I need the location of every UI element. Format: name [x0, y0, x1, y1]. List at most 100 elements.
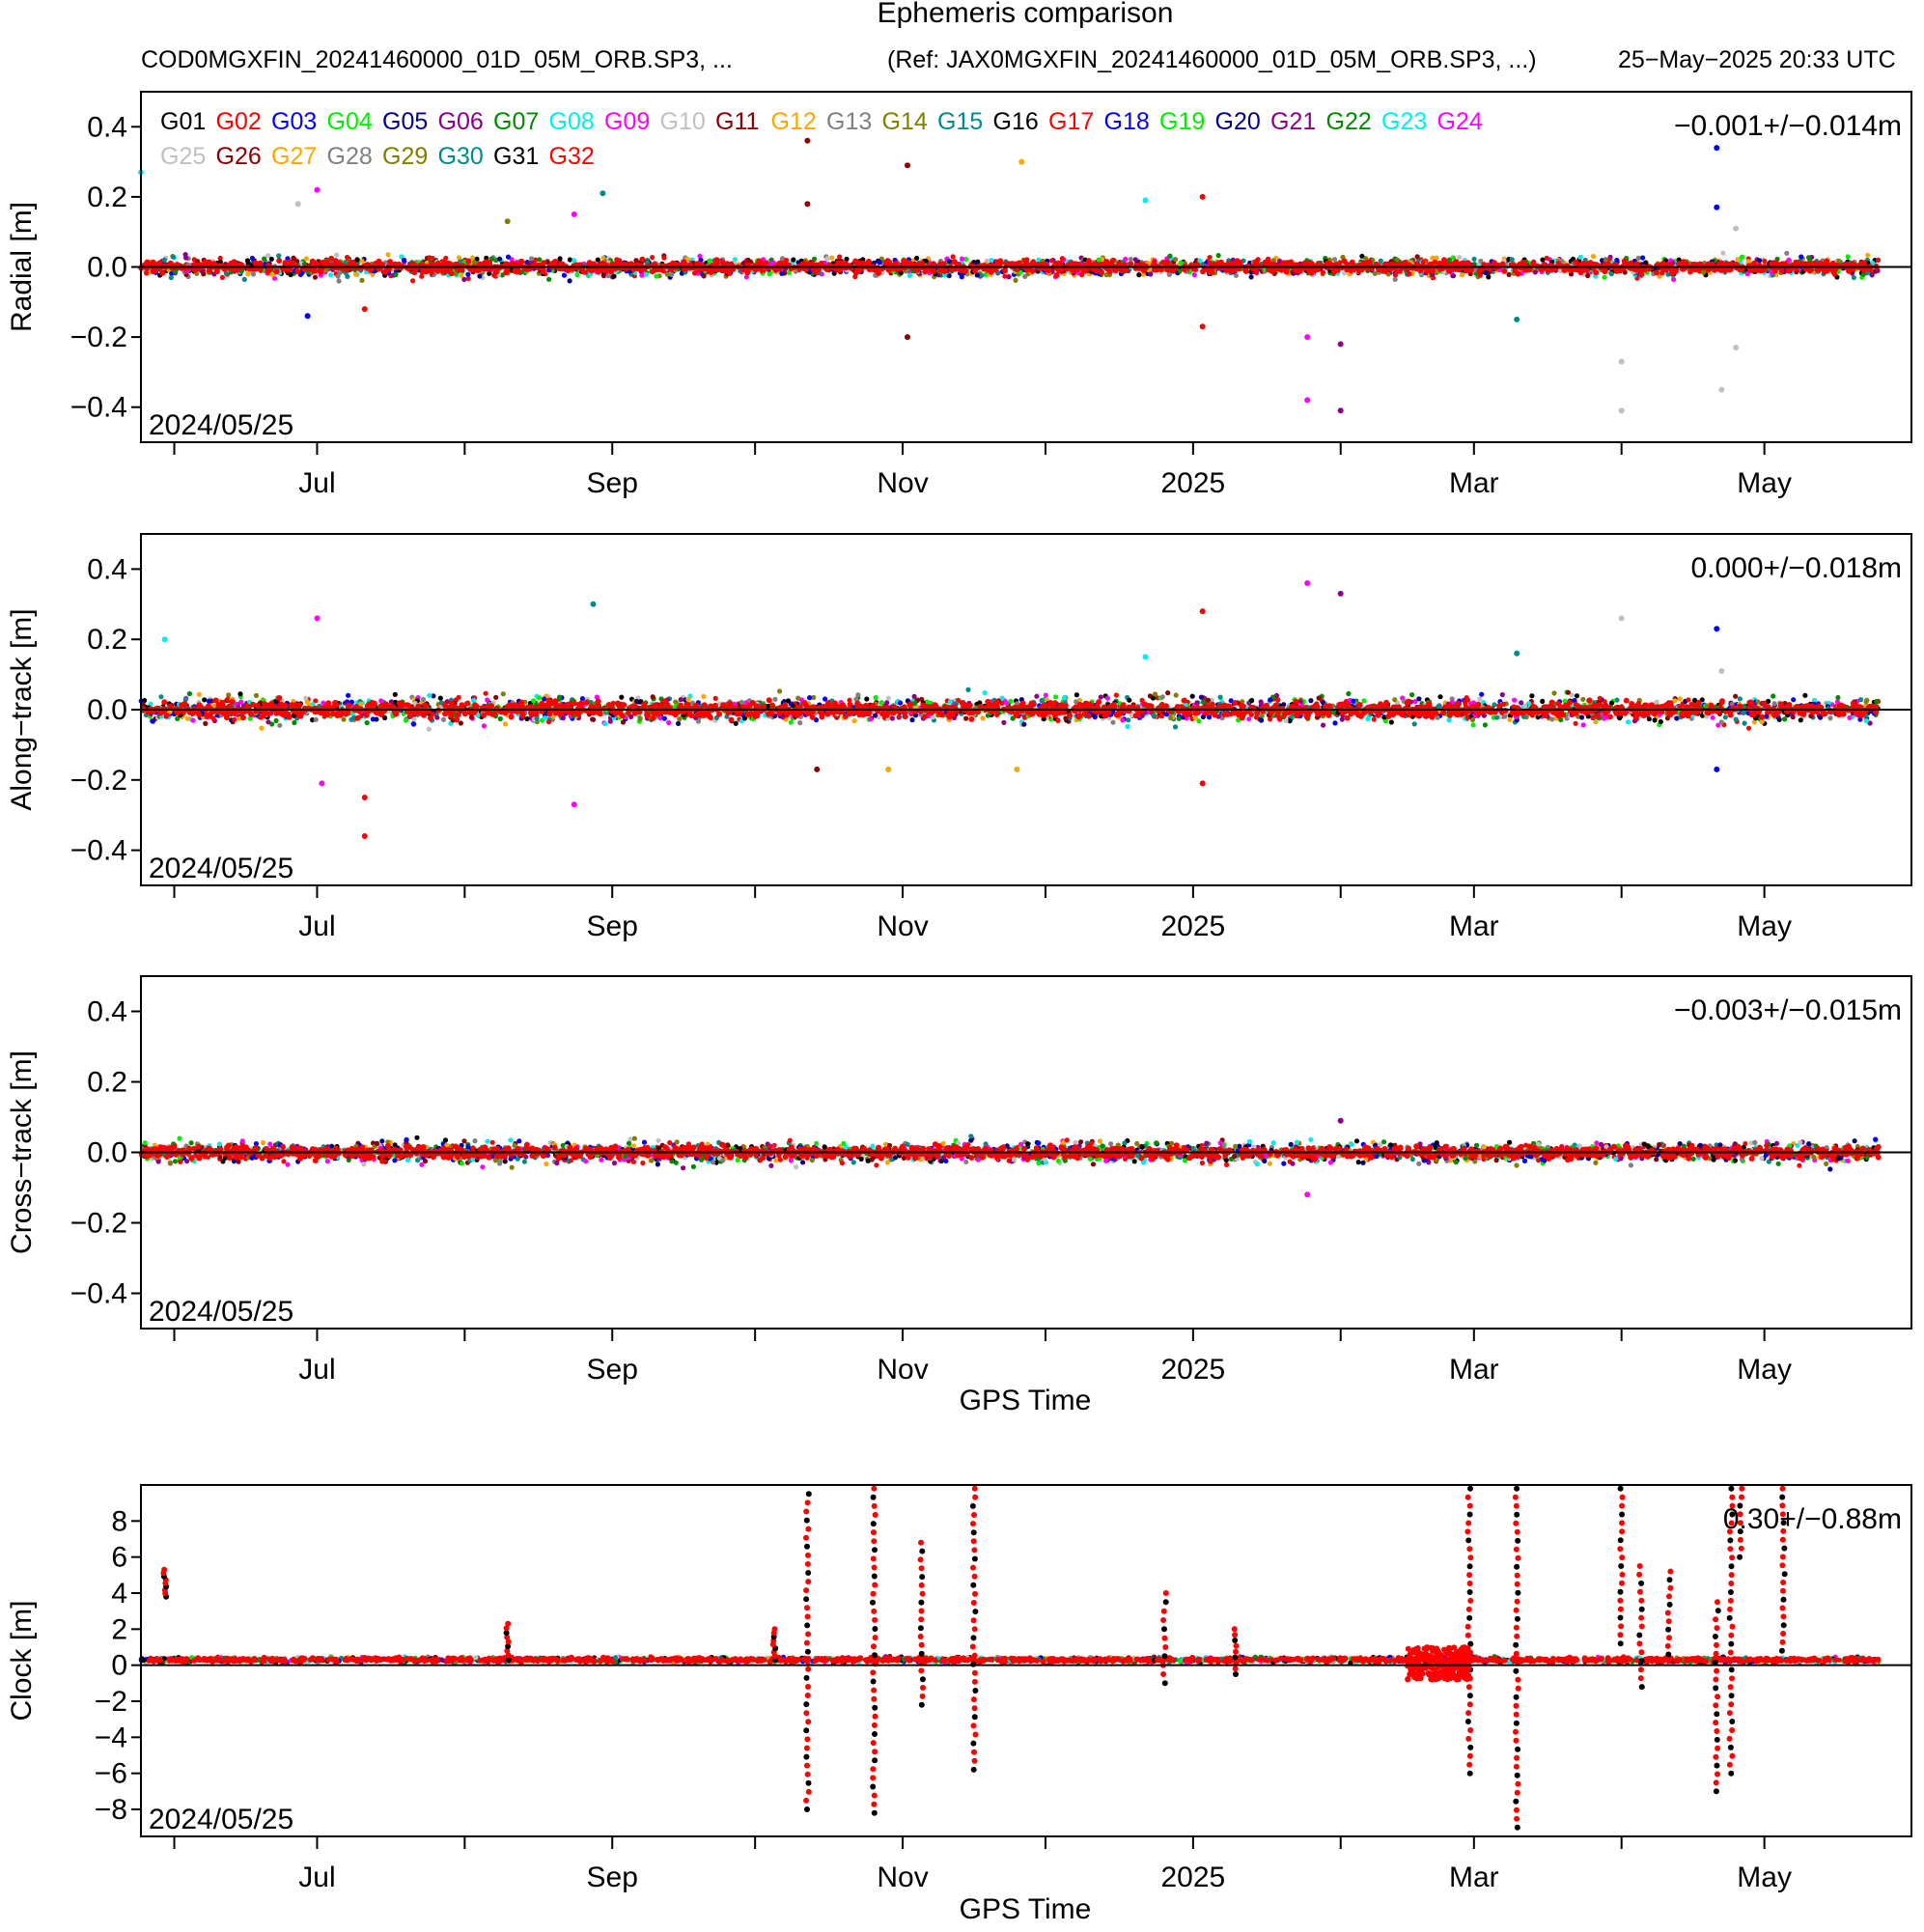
- data-point: [1093, 267, 1100, 274]
- data-point: [813, 269, 820, 276]
- data-point: [865, 258, 872, 265]
- legend-entry: G01: [160, 108, 206, 135]
- data-point: [1275, 697, 1281, 703]
- data-point: [1416, 696, 1422, 702]
- data-point: [159, 269, 166, 276]
- data-point: [1740, 254, 1745, 260]
- data-point: [661, 255, 667, 261]
- outlier-point: [361, 306, 368, 313]
- data-point: [334, 252, 340, 258]
- data-point: [980, 715, 986, 721]
- figure-title: Ephemeris comparison: [878, 0, 1174, 29]
- data-point: [1218, 259, 1224, 266]
- data-point: [1851, 274, 1856, 281]
- data-point: [1784, 250, 1790, 256]
- data-point: [336, 278, 342, 284]
- data-point: [505, 254, 512, 260]
- data-point: [1835, 694, 1841, 701]
- data-point: [1551, 690, 1557, 696]
- data-point: [1869, 272, 1875, 278]
- data-point: [1700, 269, 1706, 275]
- outlier-point: [905, 162, 910, 169]
- data-point: [930, 268, 936, 274]
- generated-timestamp: 25−May−2025 20:33 UTC: [1618, 46, 1896, 73]
- data-point: [1414, 254, 1420, 260]
- file-label: COD0MGXFIN_20241460000_01D_05M_ORB.SP3, …: [141, 46, 733, 73]
- outlier-point: [1304, 334, 1311, 341]
- data-point: [1577, 254, 1583, 260]
- data-point: [1110, 719, 1116, 725]
- data-point: [673, 699, 679, 705]
- data-point: [1745, 259, 1751, 265]
- data-point: [1681, 259, 1687, 266]
- data-point: [182, 252, 188, 258]
- data-point: [303, 256, 309, 262]
- data-point: [666, 719, 672, 726]
- data-point: [345, 273, 350, 279]
- data-point: [574, 271, 580, 278]
- data-point: [1392, 697, 1398, 703]
- data-point: [1432, 259, 1438, 266]
- data-point: [1215, 253, 1221, 259]
- data-point: [456, 255, 462, 261]
- legend-entry: G24: [1437, 108, 1483, 135]
- legend: G01 G02 G03 G04 G05 G06 G07 G08 G09 G10 G11 G12 G13 G…: [160, 108, 1483, 170]
- data-point: [770, 260, 776, 266]
- data-point: [707, 258, 712, 264]
- x-tick-label: Mar: [1449, 467, 1499, 499]
- legend-entry: G09: [604, 108, 650, 135]
- data-point: [483, 690, 488, 696]
- data-point: [1540, 698, 1546, 705]
- data-point: [291, 255, 296, 261]
- data-point: [1406, 270, 1412, 277]
- data-point: [724, 267, 731, 274]
- data-point: [876, 269, 882, 276]
- legend-entry: G32: [549, 143, 595, 170]
- outlier-point: [1337, 407, 1344, 414]
- data-point: [1320, 269, 1326, 275]
- data-point: [226, 692, 232, 698]
- data-point: [1733, 693, 1739, 699]
- data-point: [669, 271, 675, 277]
- data-point: [477, 273, 483, 279]
- data-point: [1710, 714, 1715, 720]
- legend-entry: G17: [1048, 108, 1094, 135]
- data-point: [959, 274, 964, 280]
- data-point: [1349, 259, 1355, 266]
- data-point: [168, 274, 174, 281]
- data-point: [844, 256, 850, 262]
- data-point: [1189, 693, 1195, 699]
- outlier-point: [1337, 341, 1344, 348]
- data-point: [440, 268, 446, 274]
- data-point: [1178, 260, 1184, 266]
- data-point: [156, 260, 163, 266]
- data-point: [427, 255, 432, 261]
- data-point: [1085, 258, 1092, 265]
- legend-entry: G04: [327, 108, 373, 135]
- data-point: [393, 272, 399, 278]
- data-point: [385, 252, 391, 258]
- data-point: [1365, 716, 1371, 722]
- data-point: [962, 267, 969, 274]
- data-point: [1580, 722, 1586, 728]
- data-point: [1608, 271, 1614, 277]
- outlier-point: [1304, 397, 1311, 404]
- y-axis-label: Radial [m]: [6, 202, 38, 332]
- legend-entry: G28: [327, 143, 373, 170]
- data-point: [328, 272, 334, 278]
- data-point: [1745, 725, 1752, 731]
- data-point: [1457, 255, 1463, 261]
- data-point: [1671, 276, 1677, 283]
- legend-entry: G21: [1270, 108, 1316, 135]
- data-point: [701, 273, 707, 279]
- data-point: [1530, 260, 1537, 266]
- data-point: [639, 272, 645, 278]
- data-point: [1132, 257, 1138, 263]
- data-point: [1635, 255, 1641, 261]
- outlier-point: [504, 218, 511, 225]
- data-point: [851, 718, 857, 724]
- data-point: [1267, 261, 1273, 266]
- data-point: [611, 273, 617, 279]
- data-point: [312, 274, 319, 280]
